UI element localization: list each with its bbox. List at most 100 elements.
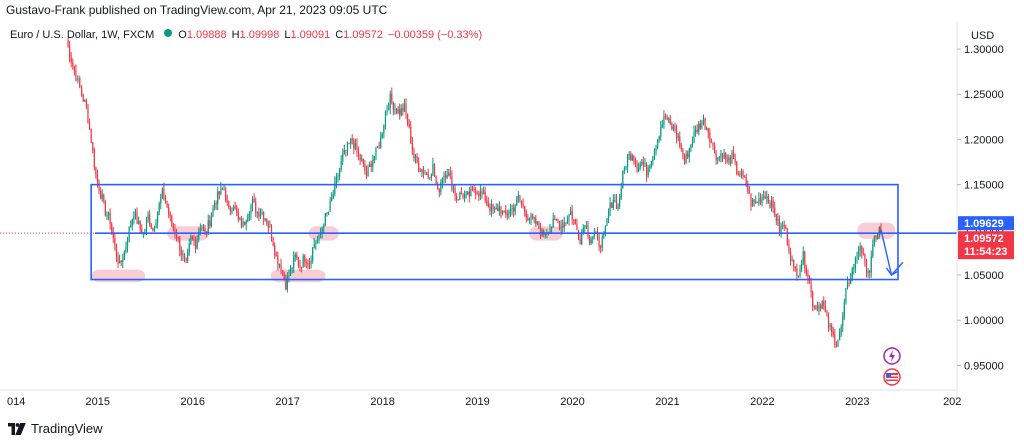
candle-body <box>699 123 701 129</box>
candle-body <box>505 211 507 214</box>
candle-body <box>359 154 361 161</box>
candle-body <box>448 173 450 176</box>
candle-body <box>313 244 315 249</box>
candle-body <box>668 118 670 120</box>
candle-body <box>872 244 874 257</box>
candle-body <box>676 130 678 138</box>
candle-body <box>712 142 714 147</box>
candle-body <box>571 210 573 220</box>
y-tick-label: 0.95000 <box>964 360 1004 372</box>
candle-body <box>568 214 570 221</box>
candle-body <box>315 243 317 245</box>
candle-body <box>631 155 633 160</box>
x-tick-label: 2018 <box>370 396 394 408</box>
candle-body <box>407 114 409 124</box>
candle-body <box>163 188 165 201</box>
candle-body <box>75 70 77 81</box>
candle-body <box>854 258 857 269</box>
candle-body <box>174 228 176 234</box>
candle-body <box>210 216 213 227</box>
candle-body <box>543 230 545 235</box>
candle-body <box>778 218 781 233</box>
candle-body <box>710 141 713 143</box>
candle-body <box>217 191 219 205</box>
candle-body <box>338 169 341 177</box>
highlight-zone <box>91 269 146 283</box>
candle-body <box>747 185 749 192</box>
symbol-name[interactable]: Euro / U.S. Dollar, 1W, FXCM <box>10 29 155 41</box>
candle-body <box>305 261 307 264</box>
candle-body <box>348 143 350 145</box>
candle-body <box>820 305 822 309</box>
last-price-tag <box>958 231 1014 260</box>
candle-body <box>609 202 611 211</box>
candle-body <box>801 263 803 270</box>
candle-body <box>680 146 682 149</box>
candle-body <box>508 213 510 216</box>
candle-body <box>356 143 358 153</box>
candle-body <box>251 199 254 206</box>
tradingview-logo-icon <box>8 422 26 435</box>
candle-body <box>653 150 656 157</box>
candle-body <box>728 157 730 160</box>
candle-body <box>188 243 190 253</box>
candle-body <box>777 218 779 221</box>
candle-body <box>101 194 103 199</box>
candle-body <box>304 255 306 262</box>
candle-body <box>109 212 111 225</box>
candle-body <box>530 214 532 220</box>
candle-body <box>100 191 102 199</box>
candle-body <box>429 177 431 179</box>
candle-body <box>864 253 866 262</box>
candle-body <box>410 126 412 143</box>
tradingview-logo[interactable]: TradingView <box>8 421 103 436</box>
close-label: C <box>335 29 344 41</box>
candle-body <box>223 189 225 191</box>
candle-body <box>535 217 537 225</box>
candle-body <box>88 122 91 129</box>
candle-body <box>718 156 720 158</box>
candle-body <box>645 163 648 176</box>
candle-body <box>859 246 861 251</box>
candle-body <box>736 161 738 175</box>
candle-body <box>789 251 792 261</box>
candle-body <box>657 139 659 149</box>
candle-body <box>744 176 746 178</box>
candle-body <box>357 152 360 155</box>
candle-body <box>555 218 557 220</box>
candle-body <box>566 220 569 223</box>
brand-name: TradingView <box>31 421 103 436</box>
candle-body <box>671 124 673 129</box>
candle-body <box>581 232 583 245</box>
candle-body <box>240 218 243 227</box>
close-value: 1.09572 <box>343 29 383 41</box>
us-flag-stripe <box>886 378 898 380</box>
candle-body <box>134 211 137 217</box>
candle-body <box>649 166 651 169</box>
candle-body <box>263 211 265 220</box>
candle-body <box>81 87 83 96</box>
x-tick-label: 2021 <box>655 396 679 408</box>
candle-body <box>688 148 690 158</box>
candle-body <box>487 202 489 207</box>
x-tick-label: 202 <box>943 396 961 408</box>
candle-body <box>468 191 470 197</box>
candle-body <box>408 123 410 127</box>
candle-body <box>354 143 356 149</box>
candle-body <box>501 210 504 215</box>
candle-body <box>177 237 179 239</box>
candle-body <box>875 236 877 240</box>
candle-body <box>93 149 95 168</box>
candle-body <box>513 207 515 212</box>
candle-body <box>611 202 613 208</box>
candle-body <box>79 78 81 88</box>
candle-body <box>802 251 804 264</box>
candle-body <box>244 221 246 225</box>
candle-body <box>416 156 418 163</box>
candle-body <box>816 305 819 312</box>
candle-body <box>742 171 744 177</box>
candle-body <box>751 199 754 207</box>
candle-body <box>264 219 266 221</box>
candle-body <box>770 200 773 209</box>
